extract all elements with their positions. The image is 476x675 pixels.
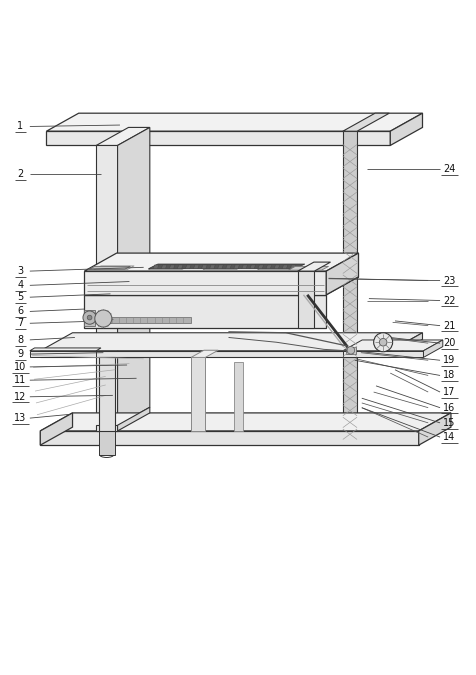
Polygon shape (274, 265, 279, 269)
Text: 5: 5 (17, 292, 23, 302)
Polygon shape (342, 131, 357, 439)
Polygon shape (169, 265, 175, 269)
Text: 13: 13 (14, 413, 27, 423)
Polygon shape (326, 253, 358, 295)
Text: 22: 22 (442, 296, 455, 306)
Polygon shape (84, 295, 326, 328)
Polygon shape (30, 351, 96, 358)
Polygon shape (185, 265, 191, 269)
Text: 3: 3 (17, 266, 23, 276)
Text: 18: 18 (443, 371, 455, 381)
Polygon shape (99, 358, 115, 431)
Polygon shape (148, 266, 188, 270)
Polygon shape (297, 271, 314, 328)
Polygon shape (161, 265, 167, 269)
Polygon shape (418, 413, 450, 445)
Polygon shape (84, 310, 95, 325)
Polygon shape (342, 340, 442, 351)
Polygon shape (153, 265, 159, 269)
Polygon shape (117, 407, 149, 431)
Polygon shape (46, 113, 422, 131)
Text: 10: 10 (14, 362, 27, 372)
Polygon shape (345, 347, 356, 354)
Polygon shape (233, 265, 239, 269)
Polygon shape (40, 413, 450, 431)
Polygon shape (89, 267, 130, 269)
Polygon shape (40, 333, 422, 351)
Polygon shape (225, 265, 231, 269)
Polygon shape (423, 340, 442, 358)
Polygon shape (342, 113, 388, 131)
Text: 19: 19 (443, 355, 455, 365)
Polygon shape (191, 358, 205, 431)
Polygon shape (84, 253, 358, 271)
Polygon shape (201, 265, 207, 269)
Polygon shape (40, 413, 72, 445)
Text: 2: 2 (17, 169, 23, 179)
Polygon shape (40, 351, 389, 358)
Text: 20: 20 (442, 338, 455, 348)
Circle shape (83, 311, 96, 324)
Polygon shape (209, 265, 215, 269)
Polygon shape (116, 253, 358, 277)
Polygon shape (117, 128, 149, 425)
Text: 15: 15 (442, 418, 455, 428)
Polygon shape (84, 271, 326, 295)
Polygon shape (202, 266, 243, 270)
Text: 8: 8 (17, 335, 23, 345)
Text: 1: 1 (17, 122, 23, 132)
Polygon shape (389, 113, 422, 145)
Polygon shape (103, 317, 191, 323)
Circle shape (347, 346, 354, 354)
Polygon shape (96, 128, 149, 145)
Polygon shape (40, 431, 418, 445)
Polygon shape (257, 266, 297, 270)
Circle shape (378, 338, 386, 346)
Text: 14: 14 (443, 432, 455, 442)
Polygon shape (46, 131, 389, 145)
Polygon shape (30, 348, 101, 351)
Polygon shape (177, 265, 183, 269)
Polygon shape (96, 145, 117, 425)
Polygon shape (289, 265, 295, 269)
Polygon shape (84, 277, 358, 295)
Polygon shape (217, 265, 223, 269)
Polygon shape (258, 265, 263, 269)
Polygon shape (233, 362, 243, 431)
Text: 6: 6 (17, 306, 23, 317)
Text: 4: 4 (17, 280, 23, 290)
Text: 23: 23 (442, 275, 455, 286)
Circle shape (87, 315, 92, 320)
Polygon shape (297, 262, 330, 271)
Text: 24: 24 (442, 164, 455, 174)
Text: 16: 16 (443, 403, 455, 412)
Polygon shape (94, 266, 134, 270)
Polygon shape (266, 265, 271, 269)
Polygon shape (191, 350, 218, 358)
Polygon shape (193, 265, 198, 269)
Circle shape (373, 333, 392, 352)
Polygon shape (288, 267, 328, 270)
Text: 12: 12 (14, 392, 27, 402)
Text: 21: 21 (442, 321, 455, 331)
Polygon shape (99, 431, 115, 455)
Polygon shape (148, 264, 304, 269)
Polygon shape (281, 265, 287, 269)
Polygon shape (241, 265, 247, 269)
Polygon shape (389, 333, 422, 358)
Text: 7: 7 (17, 319, 23, 328)
Circle shape (95, 310, 112, 327)
Text: 9: 9 (17, 349, 23, 359)
Text: 17: 17 (442, 387, 455, 397)
Polygon shape (342, 351, 423, 358)
Text: 11: 11 (14, 375, 27, 385)
Polygon shape (96, 425, 117, 431)
Polygon shape (249, 265, 255, 269)
